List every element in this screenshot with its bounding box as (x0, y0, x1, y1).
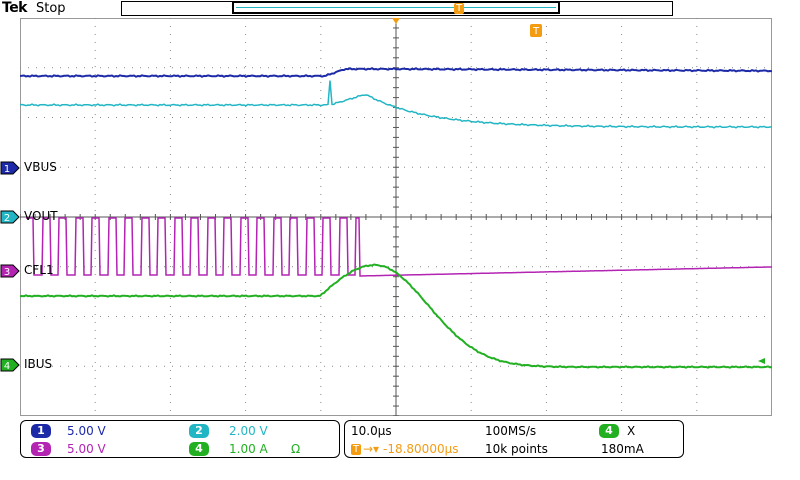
ch2-scale: 2.00 V (229, 424, 268, 438)
ch2-vout-trace (20, 80, 772, 129)
record-window-line (236, 7, 556, 8)
ch4-trigger-level-arrow (758, 358, 765, 364)
svg-text:2: 2 (4, 213, 10, 224)
trigger-level-icon: T (530, 24, 542, 37)
ch3-scale: 5.00 V (67, 442, 106, 456)
ch3-ground-marker[interactable]: 3 (0, 263, 20, 278)
svg-text:4: 4 (4, 361, 10, 372)
timebase-value: 10.0µs (351, 424, 392, 438)
ch3-badge[interactable]: 3 (31, 442, 51, 456)
trigger-source-badge[interactable]: 4 (599, 424, 619, 438)
graticule-grid (20, 18, 772, 416)
ch3-label: CFL1 (24, 263, 54, 277)
channel-scale-readout[interactable]: 1 5.00 V 2 2.00 V 3 5.00 V 4 1.00 A Ω (20, 420, 340, 458)
timebase-trigger-readout[interactable]: 10.0µs T →▾ -18.80000µs 100MS/s 10k poin… (344, 420, 684, 458)
svg-text:3: 3 (4, 267, 10, 278)
record-trigger-icon: T (454, 3, 464, 14)
ch1-badge[interactable]: 1 (31, 424, 51, 438)
ch4-scale: 1.00 A (229, 442, 268, 456)
record-overview-bar[interactable]: T (121, 1, 673, 16)
ch4-label: IBUS (24, 357, 53, 371)
ch1-label: VBUS (24, 160, 57, 174)
ch2-label: VOUT (24, 209, 58, 223)
ch1-scale: 5.00 V (67, 424, 106, 438)
waveform-display[interactable]: T (20, 18, 772, 416)
trigger-delay-icon: T (351, 444, 361, 455)
ch4-badge[interactable]: 4 (189, 442, 209, 456)
record-length: 10k points (485, 442, 548, 456)
trigger-delay-value: -18.80000µs (383, 442, 459, 456)
brand-logo: Tek (2, 0, 28, 16)
ch1-ground-marker[interactable]: 1 (0, 160, 20, 175)
ch4-ground-marker[interactable]: 4 (0, 357, 20, 372)
trigger-slope-icon: Χ (627, 424, 636, 438)
svg-text:1: 1 (4, 164, 10, 175)
svg-text:T: T (532, 26, 540, 37)
ch2-badge[interactable]: 2 (189, 424, 209, 438)
ch2-ground-marker[interactable]: 2 (0, 209, 20, 224)
ch1-vbus-trace (20, 67, 772, 78)
acquisition-state: Stop (36, 1, 66, 16)
sample-rate: 100MS/s (485, 424, 537, 438)
trigger-delay-arrow: →▾ (363, 442, 380, 456)
record-view-window[interactable] (232, 1, 560, 14)
ch4-ibus-trace (20, 263, 772, 369)
ch4-unit-symbol: Ω (291, 442, 301, 456)
top-status-bar: Tek Stop T (0, 0, 800, 18)
trigger-level: 180mA (601, 442, 644, 456)
trigger-position-marker (392, 18, 400, 24)
